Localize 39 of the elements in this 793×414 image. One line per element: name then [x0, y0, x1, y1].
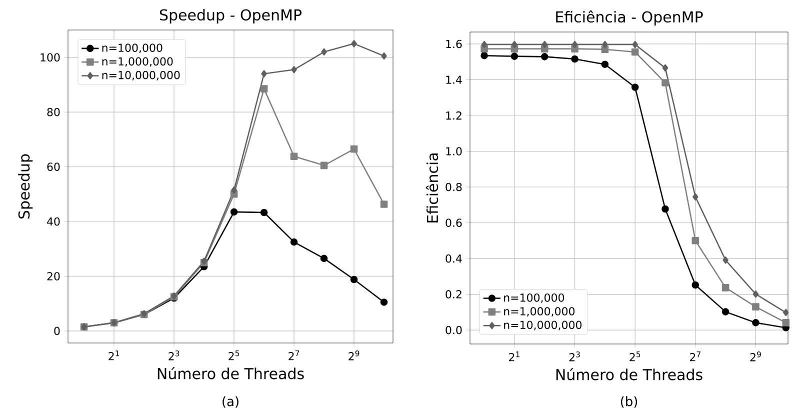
y-tick-label: 1.4	[446, 76, 462, 84]
y-tick-label: 60	[47, 162, 60, 171]
y-tick-label: 0.2	[446, 290, 462, 298]
x-axis-title: Número de Threads	[556, 368, 702, 380]
legend-label: n=1,000,000	[102, 57, 173, 67]
chart-title: Speedup - OpenMP	[160, 8, 302, 24]
x-tick-label: 2$^{5}$	[630, 352, 640, 362]
y-tick-label: 100	[40, 53, 60, 62]
x-tick-label: 2$^{1}$	[108, 350, 120, 360]
y-axis-title: Speedup	[18, 154, 33, 219]
x-tick-label: 2$^{7}$	[288, 350, 300, 360]
x-tick-label: 2$^{7}$	[690, 352, 700, 362]
x-tick-label: 2$^{5}$	[228, 350, 240, 360]
x-tick-label: 2$^{9}$	[348, 350, 360, 360]
y-tick-label: 20	[47, 272, 60, 280]
chart-title: Eficiência - OpenMP	[556, 10, 703, 26]
y-tick-label: 0.0	[446, 326, 462, 334]
y-tick-label: 0.8	[446, 182, 462, 192]
text: (a)	[222, 396, 238, 408]
x-tick-label: 2$^{9}$	[750, 352, 761, 362]
x-axis-title: Número de Threads	[158, 367, 304, 380]
y-tick-label: 0	[54, 326, 60, 336]
legend-label: n=10,000,000	[504, 320, 582, 330]
y-tick-label: 1.2	[446, 111, 462, 120]
legend-label: n=100,000	[102, 44, 162, 54]
text: (b)	[620, 396, 638, 408]
y-tick-label: 1.6	[446, 40, 462, 48]
y-tick-label: 0.6	[446, 218, 462, 227]
y-tick-label: 0.4	[446, 254, 462, 263]
legend-label: n=1,000,000	[504, 307, 575, 317]
x-tick-label: 2$^{1}$	[509, 352, 520, 362]
y-tick-label: 40	[47, 217, 60, 226]
x-tick-label: 2$^{3}$	[569, 352, 580, 362]
y-tick-label: 80	[47, 108, 60, 116]
legend-label: n=10,000,000	[102, 70, 180, 80]
y-axis-title: Eficiência	[426, 154, 438, 222]
x-tick-label: 2$^{3}$	[168, 350, 180, 360]
legend-label: n=100,000	[504, 293, 564, 303]
y-tick-label: 1.0	[446, 147, 462, 156]
